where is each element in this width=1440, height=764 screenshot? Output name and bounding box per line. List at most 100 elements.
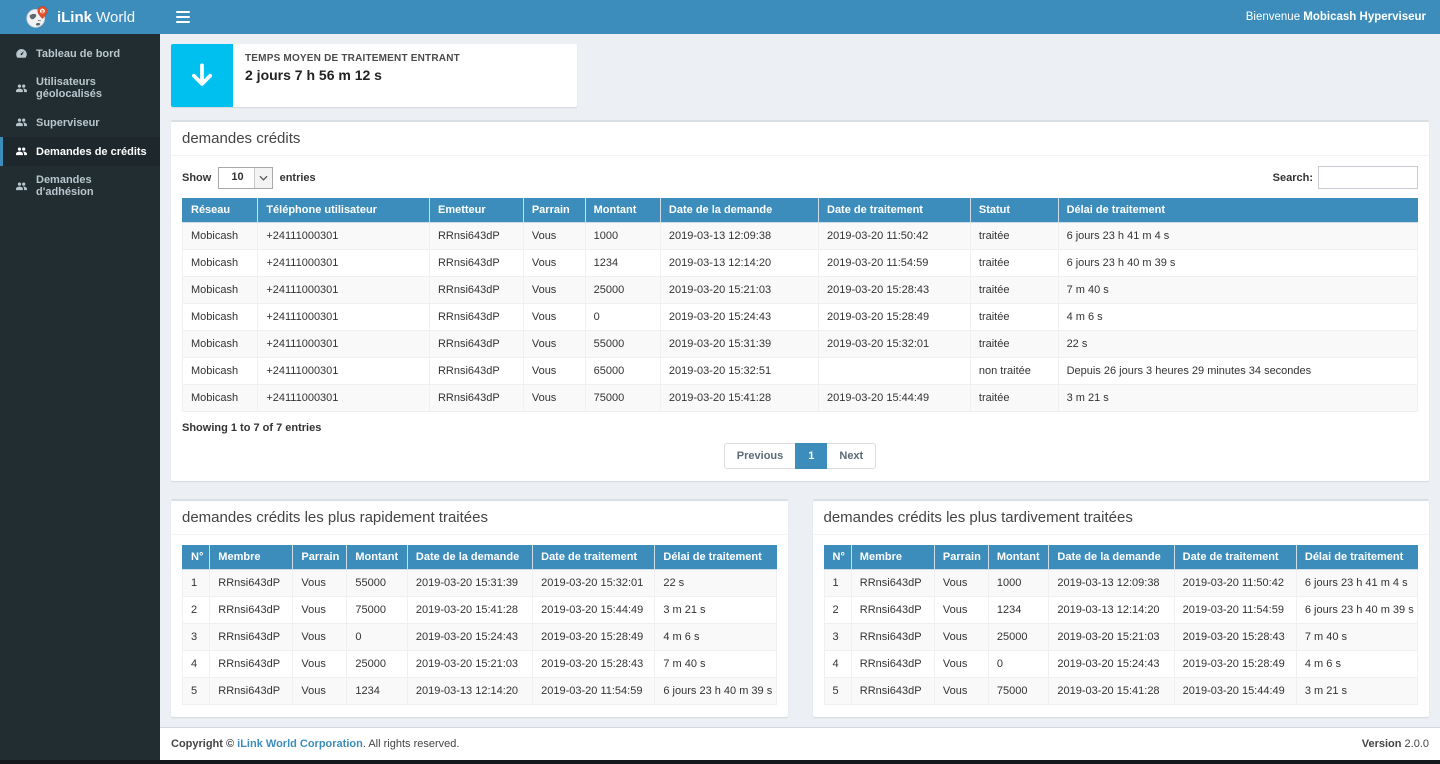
table-cell: RRnsi643dP: [428, 222, 524, 250]
table-row: 4 RRnsi643dP Vous 0 2019-03-20 15:24:43 2019-…: [823, 650, 1419, 678]
table-cell: 2019-03-13 12:14:20: [1048, 596, 1175, 624]
slowest-panel: demandes crédits les plus tardivement tr…: [812, 499, 1429, 717]
column-header[interactable]: Date de la demande: [659, 198, 820, 223]
table-cell: RRnsi643dP: [209, 569, 294, 597]
table-cell: 7 m 40 s: [654, 650, 777, 678]
table-cell: 2019-03-20 15:24:43: [1048, 650, 1175, 678]
chevron-down-icon: [253, 167, 272, 188]
table-cell: 2019-03-20 15:31:39: [659, 330, 820, 358]
table-cell: 2019-03-13 12:09:38: [1048, 569, 1175, 597]
sidebar-item-tableau-de-bord[interactable]: Tableau de bord: [0, 39, 160, 68]
table-row: 2 RRnsi643dP Vous 1234 2019-03-13 12:14:20 20…: [823, 596, 1419, 624]
table-cell: 2019-03-20 15:21:03: [659, 276, 820, 304]
table-row: 5 RRnsi643dP Vous 1234 2019-03-13 12:14:20 20…: [181, 677, 777, 705]
table-cell: Vous: [292, 569, 348, 597]
table-cell: 4 m 6 s: [654, 623, 777, 651]
users-icon: [15, 145, 28, 158]
column-header[interactable]: Date de traitement: [818, 198, 971, 223]
column-header: Membre: [209, 545, 294, 570]
table-cell: 75000: [584, 384, 661, 412]
column-header[interactable]: Montant: [584, 198, 661, 223]
table-cell: [818, 357, 971, 385]
table-cell: Vous: [522, 384, 586, 412]
table-cell: Depuis 26 jours 3 heures 29 minutes 34 s…: [1057, 357, 1419, 385]
stat-value: 2 jours 7 h 56 m 12 s: [245, 67, 382, 83]
page-footer: Copyright © iLink World Corporation. All…: [160, 727, 1440, 760]
sidebar-item-utilisateurs-geolocalises[interactable]: Utilisateurs géolocalisés: [0, 68, 160, 108]
table-cell: Vous: [522, 276, 586, 304]
table-row: Mobicash +24111000301 RRnsi643dP Vous 65000 2…: [181, 357, 1419, 385]
table-cell: traitée: [969, 384, 1059, 412]
table-cell: Mobicash: [181, 357, 259, 385]
current-page-button[interactable]: 1: [795, 443, 828, 469]
sidebar-item-demandes-adhesion[interactable]: Demandes d'adhésion: [0, 166, 160, 206]
table-cell: Vous: [292, 623, 348, 651]
table-cell: +24111000301: [257, 303, 430, 331]
column-header[interactable]: Délai de traitement: [1057, 198, 1419, 223]
table-cell: traitée: [969, 330, 1059, 358]
table-cell: 1: [823, 569, 852, 597]
table-header-row: Réseau Téléphone utilisateur Emetteur Parra…: [181, 198, 1419, 223]
table-cell: RRnsi643dP: [428, 357, 524, 385]
table-cell: Vous: [292, 677, 348, 705]
column-header[interactable]: Emetteur: [428, 198, 524, 223]
sidebar-item-label: Demandes d'adhésion: [36, 174, 94, 198]
table-cell: 2019-03-20 15:28:43: [532, 650, 656, 678]
stat-title: TEMPS MOYEN DE TRAITEMENT ENTRANT: [245, 53, 460, 64]
company-link[interactable]: iLink World Corporation: [237, 738, 363, 750]
table-cell: traitée: [969, 222, 1059, 250]
sidebar-item-demandes-de-credits[interactable]: Demandes de crédits: [0, 137, 160, 166]
table-cell: 4 m 6 s: [1057, 303, 1419, 331]
table-cell: 2019-03-20 15:24:43: [406, 623, 534, 651]
table-cell: 25000: [584, 276, 661, 304]
table-cell: 22 s: [1057, 330, 1419, 358]
users-icon: [15, 180, 28, 193]
previous-page-button[interactable]: Previous: [723, 443, 797, 469]
brand-logo[interactable]: $ iLink World: [0, 0, 160, 34]
table-cell: 55000: [584, 330, 661, 358]
panel-title: demandes crédits les plus tardivement tr…: [812, 501, 1429, 535]
sidebar-item-superviseur[interactable]: Superviseur: [0, 108, 160, 137]
column-header[interactable]: Parrain: [522, 198, 586, 223]
column-header: N°: [823, 545, 852, 570]
table-cell: 2019-03-20 15:44:49: [532, 596, 656, 624]
table-cell: 2019-03-20 11:50:42: [1173, 569, 1297, 597]
column-header: Membre: [850, 545, 935, 570]
table-cell: 6 jours 23 h 40 m 39 s: [1295, 596, 1419, 624]
table-cell: RRnsi643dP: [209, 677, 294, 705]
column-header[interactable]: Réseau: [181, 198, 259, 223]
table-cell: 2019-03-20 15:32:01: [818, 330, 971, 358]
table-cell: 0: [987, 650, 1050, 678]
table-cell: traitée: [969, 303, 1059, 331]
table-cell: Mobicash: [181, 249, 259, 277]
table-cell: 2019-03-20 11:54:59: [1173, 596, 1297, 624]
column-header: Parrain: [292, 545, 348, 570]
column-header[interactable]: Téléphone utilisateur: [257, 198, 430, 223]
table-cell: +24111000301: [257, 276, 430, 304]
column-header[interactable]: Statut: [969, 198, 1059, 223]
table-cell: 2019-03-20 15:44:49: [1173, 677, 1297, 705]
next-page-button[interactable]: Next: [826, 443, 877, 469]
search-input[interactable]: [1318, 166, 1418, 189]
sidebar-toggle-button[interactable]: [174, 7, 192, 27]
table-header-row: N° Membre Parrain Montant Date de la demande…: [823, 545, 1419, 570]
table-cell: Vous: [292, 650, 348, 678]
table-cell: traitée: [969, 249, 1059, 277]
table-cell: 7 m 40 s: [1295, 623, 1419, 651]
table-cell: 1000: [987, 569, 1050, 597]
table-cell: 25000: [987, 623, 1050, 651]
table-cell: RRnsi643dP: [428, 384, 524, 412]
table-row: Mobicash +24111000301 RRnsi643dP Vous 0 2019-…: [181, 303, 1419, 331]
table-cell: 1234: [987, 596, 1050, 624]
table-cell: 4: [823, 650, 852, 678]
table-cell: 22 s: [654, 569, 777, 597]
welcome-message: Bienvenue Mobicash Hyperviseur: [1245, 11, 1426, 23]
table-cell: RRnsi643dP: [428, 303, 524, 331]
table-cell: +24111000301: [257, 222, 430, 250]
copyright-prefix: Copyright ©: [171, 738, 238, 750]
page-length-select[interactable]: 10: [218, 166, 273, 189]
table-cell: 2019-03-20 15:28:49: [818, 303, 971, 331]
table-row: Mobicash +24111000301 RRnsi643dP Vous 75000 2…: [181, 384, 1419, 412]
panel-title: demandes crédits: [171, 122, 1429, 156]
table-cell: 75000: [987, 677, 1050, 705]
